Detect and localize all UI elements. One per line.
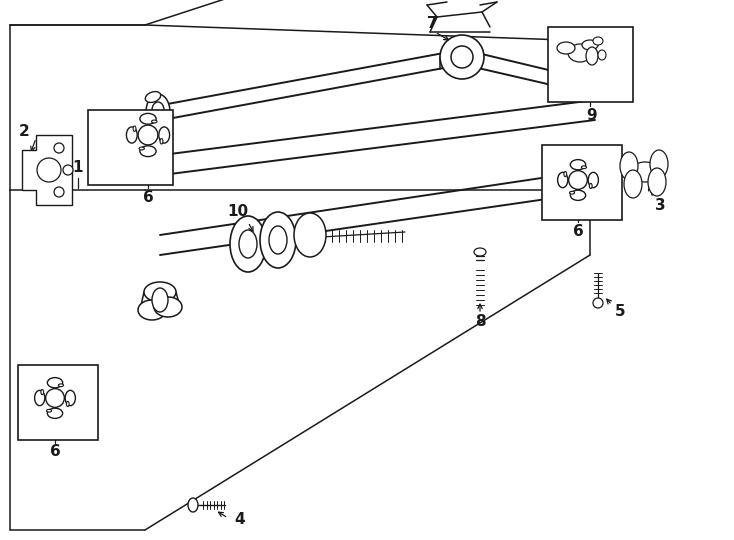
Ellipse shape (140, 146, 156, 157)
Ellipse shape (593, 298, 603, 308)
Ellipse shape (37, 158, 61, 182)
Ellipse shape (593, 37, 603, 45)
Ellipse shape (650, 150, 668, 178)
Ellipse shape (576, 82, 600, 98)
Text: 7: 7 (426, 16, 437, 30)
Ellipse shape (624, 170, 642, 198)
Ellipse shape (294, 213, 326, 257)
Ellipse shape (139, 147, 145, 150)
Ellipse shape (188, 498, 198, 512)
Ellipse shape (34, 390, 45, 406)
Ellipse shape (145, 92, 161, 103)
Ellipse shape (140, 113, 156, 124)
Ellipse shape (588, 172, 598, 188)
Ellipse shape (146, 94, 170, 130)
Ellipse shape (620, 152, 638, 180)
Ellipse shape (230, 216, 266, 272)
Ellipse shape (54, 143, 64, 153)
Ellipse shape (582, 40, 598, 50)
Ellipse shape (66, 401, 69, 407)
Ellipse shape (48, 377, 62, 388)
Ellipse shape (152, 288, 168, 312)
Ellipse shape (648, 168, 666, 196)
Ellipse shape (474, 248, 486, 256)
Ellipse shape (570, 191, 575, 194)
Ellipse shape (148, 144, 172, 180)
Text: 4: 4 (235, 512, 245, 528)
Ellipse shape (154, 152, 166, 168)
Ellipse shape (564, 172, 567, 177)
Ellipse shape (145, 122, 161, 132)
Ellipse shape (48, 408, 62, 418)
Ellipse shape (54, 187, 64, 197)
Ellipse shape (631, 162, 659, 182)
Ellipse shape (451, 46, 473, 68)
Text: 1: 1 (73, 160, 83, 176)
Ellipse shape (138, 125, 158, 145)
Bar (542, 145, 622, 220)
Ellipse shape (46, 409, 51, 412)
Text: 8: 8 (475, 314, 485, 329)
Ellipse shape (41, 389, 43, 395)
Ellipse shape (144, 282, 176, 302)
Bar (548, 27, 633, 102)
Ellipse shape (152, 102, 164, 118)
Text: 3: 3 (655, 198, 665, 213)
Ellipse shape (154, 297, 182, 317)
Ellipse shape (133, 126, 136, 131)
Ellipse shape (570, 190, 586, 200)
Ellipse shape (576, 62, 600, 78)
Ellipse shape (59, 384, 64, 387)
Ellipse shape (557, 42, 575, 54)
Ellipse shape (260, 212, 296, 268)
Ellipse shape (440, 35, 484, 79)
Ellipse shape (558, 172, 568, 188)
Ellipse shape (159, 127, 170, 143)
Ellipse shape (583, 171, 597, 193)
Text: 9: 9 (586, 107, 597, 123)
Bar (18, 365, 98, 440)
Polygon shape (22, 135, 72, 205)
Ellipse shape (269, 226, 287, 254)
Ellipse shape (65, 390, 76, 406)
Ellipse shape (46, 389, 65, 407)
Ellipse shape (126, 127, 137, 143)
Text: 6: 6 (50, 444, 60, 460)
Text: 2: 2 (18, 125, 29, 139)
Ellipse shape (160, 139, 163, 144)
Ellipse shape (239, 230, 257, 258)
Ellipse shape (63, 165, 73, 175)
Ellipse shape (586, 47, 598, 65)
Text: 6: 6 (142, 191, 153, 206)
Ellipse shape (138, 300, 166, 320)
Ellipse shape (589, 184, 592, 188)
Bar (88, 110, 173, 185)
Text: 10: 10 (228, 205, 249, 219)
Ellipse shape (581, 166, 586, 168)
Ellipse shape (568, 44, 592, 62)
Text: 6: 6 (573, 225, 584, 240)
Ellipse shape (576, 160, 604, 204)
Text: 5: 5 (614, 305, 625, 320)
Ellipse shape (569, 171, 587, 190)
Ellipse shape (152, 120, 157, 123)
Ellipse shape (598, 50, 606, 60)
Ellipse shape (570, 160, 586, 170)
